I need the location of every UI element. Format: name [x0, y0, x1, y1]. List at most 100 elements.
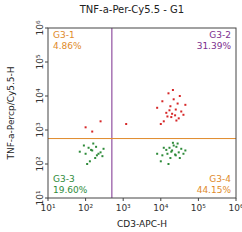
x-tick	[85, 198, 86, 201]
event-dot	[163, 147, 165, 149]
event-dot	[97, 153, 99, 155]
event-dot	[170, 151, 172, 153]
event-dot	[180, 111, 182, 113]
gate-y	[48, 138, 236, 139]
event-dot	[95, 146, 97, 148]
y-tick-label: 10⁶	[35, 20, 45, 35]
event-dot	[177, 103, 179, 105]
plot-frame	[48, 28, 236, 198]
event-dot	[101, 155, 103, 157]
event-dot	[171, 113, 173, 115]
event-dot	[166, 115, 168, 117]
quadrant-percent: 31.39%	[197, 41, 232, 51]
x-tick-label: 10⁴	[153, 203, 168, 213]
gate	[48, 28, 236, 198]
quadrant-name: G3-4	[209, 174, 231, 184]
event-dot	[175, 146, 177, 148]
quadrant-name: G3-2	[209, 30, 231, 40]
y-tick-label: 10³	[35, 122, 45, 137]
event-dot	[92, 143, 94, 145]
event-dot	[160, 160, 162, 162]
y-tick-label: 10⁴	[35, 88, 45, 103]
x-tick-label: 10⁶	[228, 203, 242, 213]
chart: TNF-a-Per-Cy5.5 - G1 10¹ 10² 10³ 10⁴ 10⁵ 10⁶ 10…	[0, 0, 242, 232]
event-dot	[178, 117, 180, 119]
event-dot	[161, 154, 163, 156]
event-dot	[184, 104, 186, 106]
event-dot	[85, 126, 87, 128]
y-tick	[45, 130, 48, 131]
event-dot	[94, 157, 96, 159]
event-dot	[160, 123, 162, 125]
event-dot	[89, 160, 91, 162]
event-dot	[172, 142, 174, 144]
y-tick	[45, 198, 48, 199]
event-dot	[156, 153, 158, 155]
event-dot	[168, 147, 170, 149]
gate-x	[111, 28, 112, 198]
event-dot	[175, 154, 177, 156]
event-dot	[169, 157, 171, 159]
x-tick	[198, 198, 199, 201]
quadrant-name: G3-3	[53, 174, 75, 184]
y-tick-label: 10⁵	[35, 54, 45, 69]
event-dot	[172, 89, 174, 91]
quadrant-percent: 44.15%	[197, 185, 232, 195]
event-dot	[175, 120, 177, 122]
event-dot	[100, 120, 102, 122]
event-dot	[170, 116, 172, 118]
event-dot	[100, 151, 102, 153]
y-tick-label: 10²	[35, 156, 45, 171]
y-tick	[45, 28, 48, 29]
event-dot	[90, 149, 92, 151]
event-dot	[166, 153, 168, 155]
event-dot	[173, 98, 175, 100]
event-dot	[86, 163, 88, 165]
y-tick	[45, 96, 48, 97]
event-dot	[125, 123, 127, 125]
y-tick-label: 10¹	[35, 190, 45, 205]
x-tick	[236, 198, 237, 201]
quadrant-name: G3-1	[53, 30, 75, 40]
x-tick-label: 10⁵	[191, 203, 206, 213]
event-dot	[182, 153, 184, 155]
quadrant-percent: 4.86%	[53, 41, 82, 51]
event-dot	[163, 120, 165, 122]
x-axis-label: CD3-APC-H	[117, 219, 167, 229]
event-dot	[179, 157, 181, 159]
event-dot	[165, 149, 167, 151]
event-dot	[180, 148, 182, 150]
x-tick-label: 10³	[116, 203, 131, 213]
event-dot	[85, 153, 87, 155]
y-tick	[45, 62, 48, 63]
event-dot	[167, 92, 169, 94]
event-dot	[169, 105, 171, 107]
event-dot	[177, 143, 179, 145]
y-axis-label: TNF-a-Percp/Cy5.5-H	[6, 66, 16, 160]
x-tick-label: 10²	[78, 203, 93, 213]
event-dot	[83, 145, 85, 147]
x-tick	[160, 198, 161, 201]
event-dot	[184, 149, 186, 151]
event-dot	[173, 145, 175, 147]
event-dot	[178, 151, 180, 153]
title: TNF-a-Per-Cy5.5 - G1	[79, 4, 184, 15]
event-dot	[179, 95, 181, 97]
event-dot	[161, 100, 163, 102]
event-dot	[88, 147, 90, 149]
y-tick	[45, 164, 48, 165]
event-dot	[79, 151, 81, 153]
event-dot	[167, 163, 169, 165]
event-dot	[165, 112, 167, 114]
event-dot	[168, 109, 170, 111]
event-dot	[182, 114, 184, 116]
points	[79, 89, 187, 165]
event-dot	[174, 114, 176, 116]
event-dot	[103, 148, 105, 150]
event-dot	[156, 107, 158, 109]
event-dot	[175, 109, 177, 111]
x-tick	[123, 198, 124, 201]
event-dot	[91, 131, 93, 133]
quadrant-percent: 19.60%	[53, 185, 88, 195]
event-dot	[174, 154, 176, 156]
